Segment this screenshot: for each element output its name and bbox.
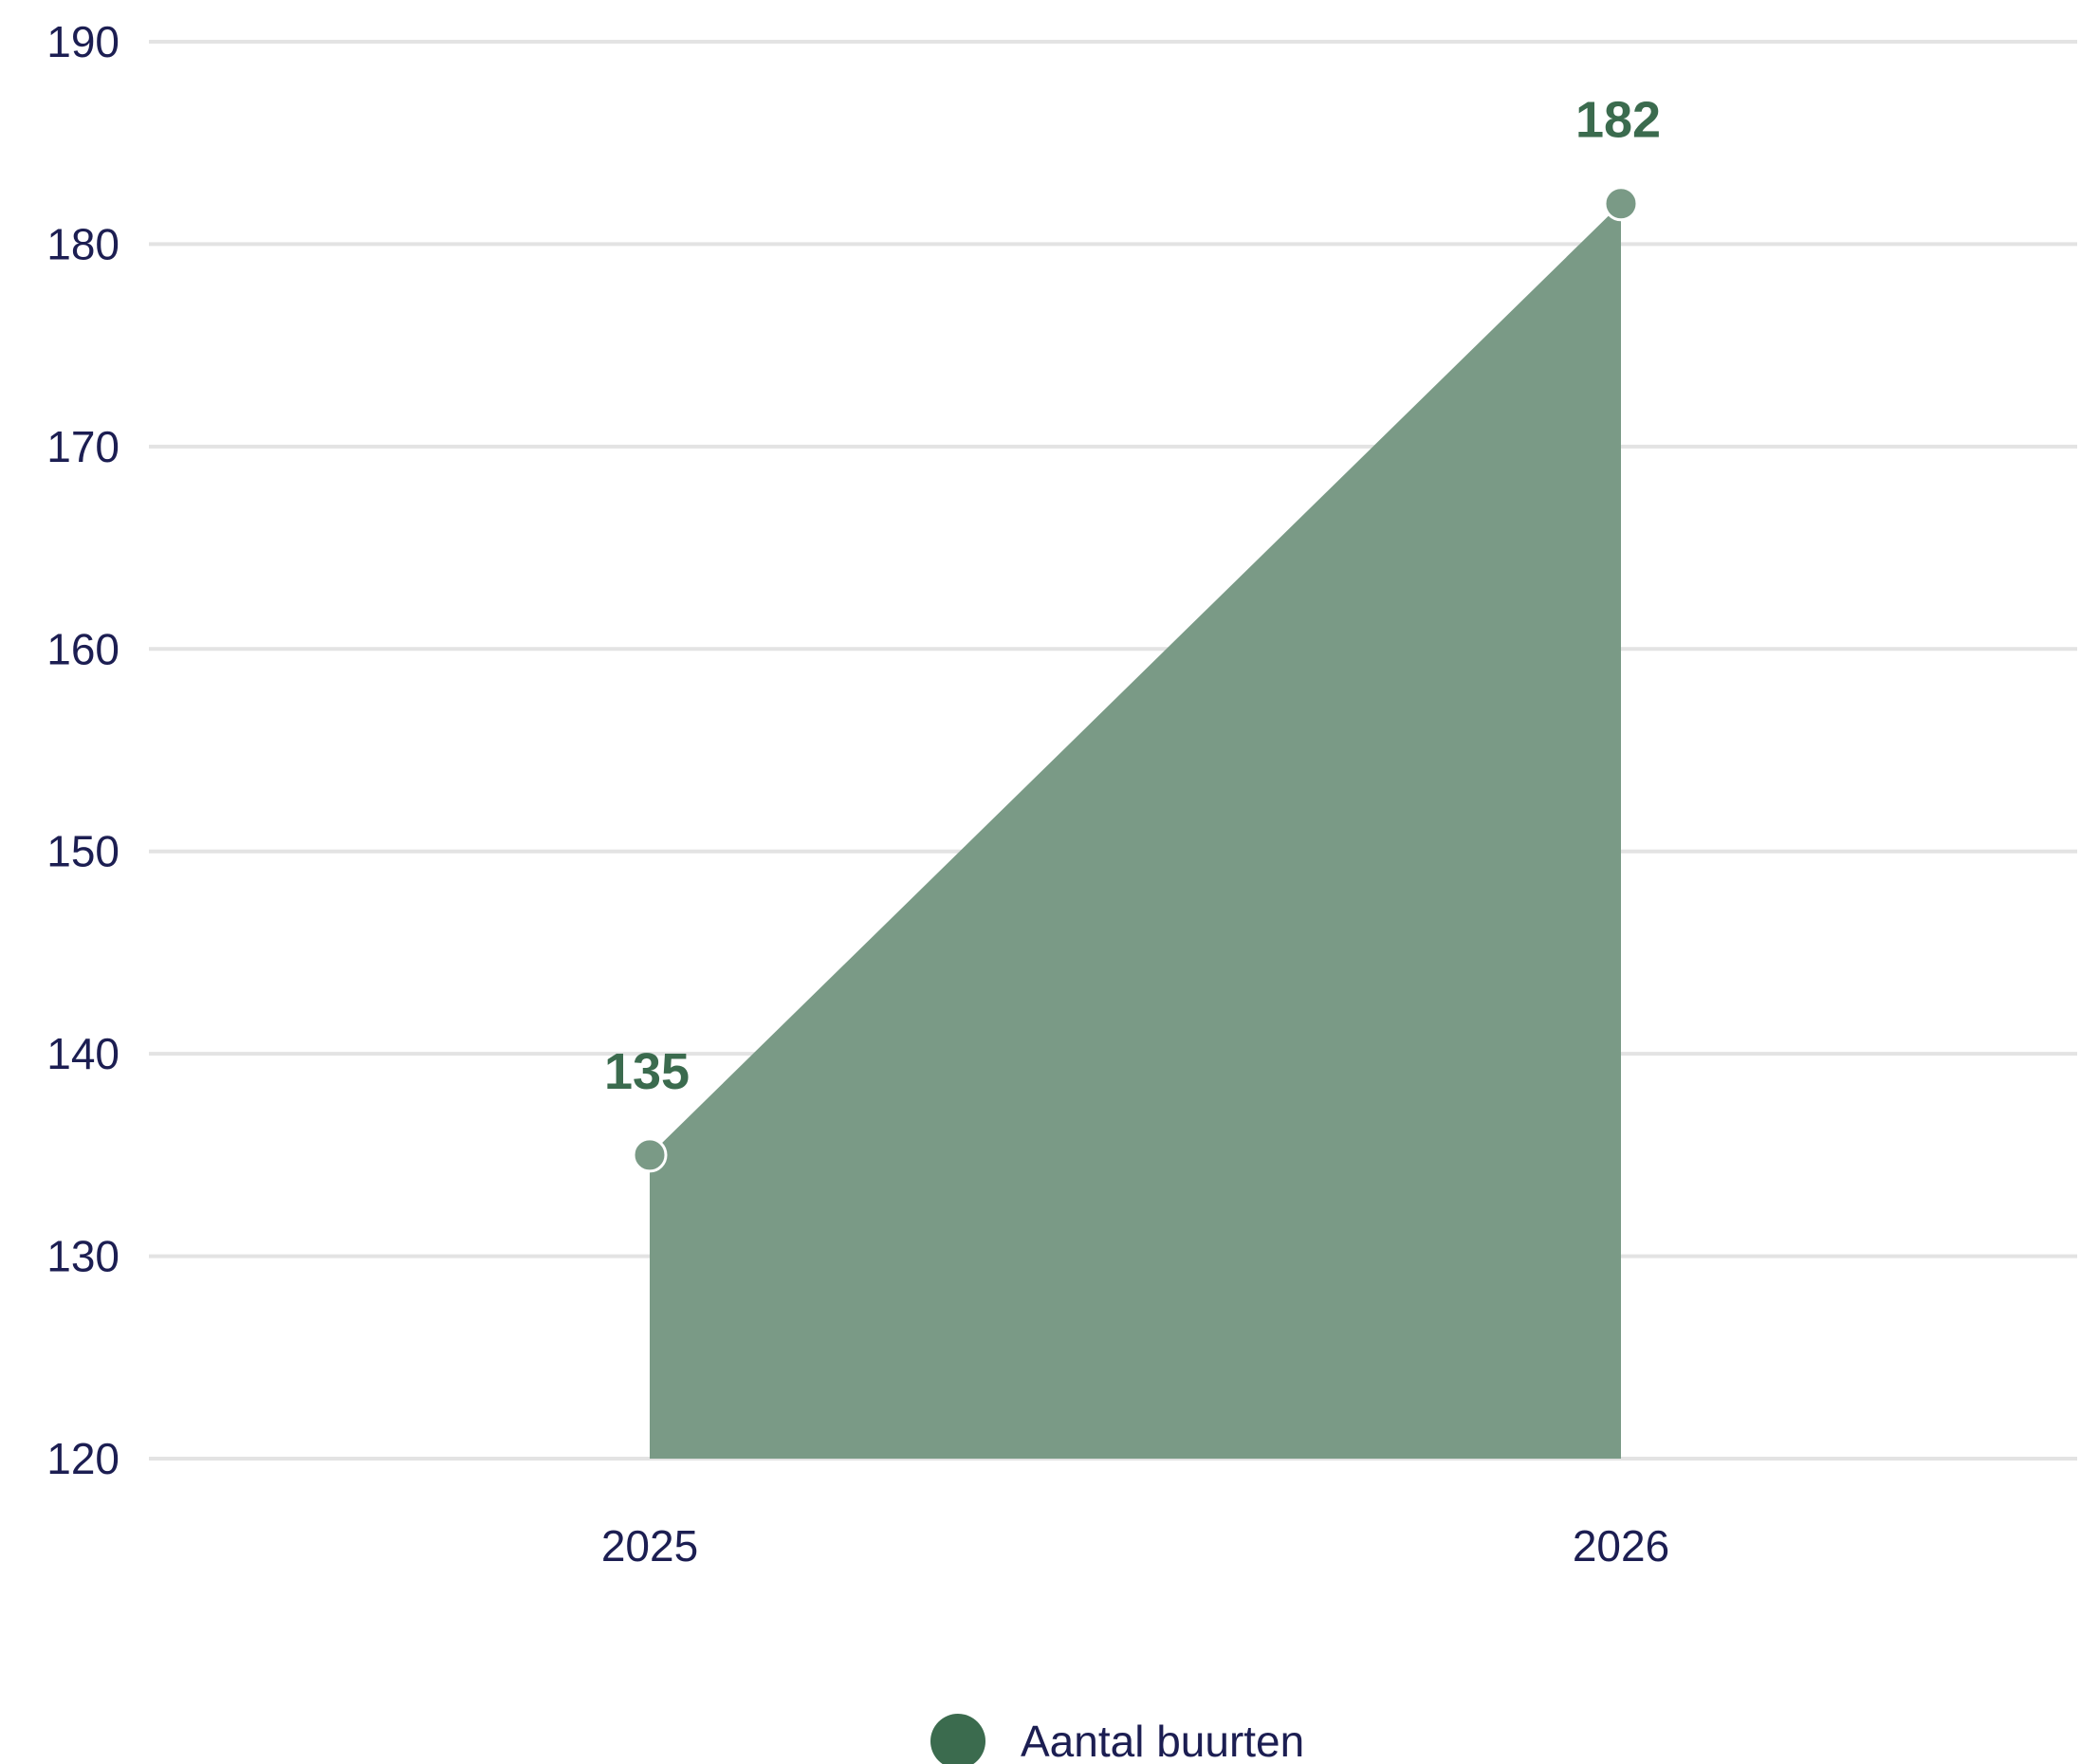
area-series-0 [650,203,1621,1459]
y-tick-label-180: 180 [46,219,120,268]
y-tick-label-160: 160 [46,624,120,673]
y-axis-tick-labels: 120 130 140 150 160 170 180 190 [46,17,120,1483]
data-label-2025: 135 [604,1043,690,1100]
data-point-2026[interactable] [1603,186,1639,222]
plot-area [632,186,1639,1459]
legend-swatch-aantal-buurten [930,1714,985,1764]
legend-label-aantal-buurten: Aantal buurten [1021,1717,1304,1764]
y-tick-label-130: 130 [46,1232,120,1281]
y-tick-label-140: 140 [46,1029,120,1078]
x-tick-label-2025: 2025 [601,1521,698,1571]
y-tick-label-150: 150 [46,827,120,876]
y-tick-label-120: 120 [46,1434,120,1483]
x-tick-label-2026: 2026 [1573,1521,1669,1571]
data-label-2026: 182 [1575,92,1661,149]
data-point-2025[interactable] [632,1137,668,1173]
x-axis-tick-labels: 2025 2026 [601,1521,1669,1571]
legend[interactable]: Aantal buurten [930,1714,1304,1764]
data-labels: 135 182 [604,92,1661,1100]
y-tick-label-190: 190 [46,17,120,66]
y-tick-label-170: 170 [46,422,120,471]
